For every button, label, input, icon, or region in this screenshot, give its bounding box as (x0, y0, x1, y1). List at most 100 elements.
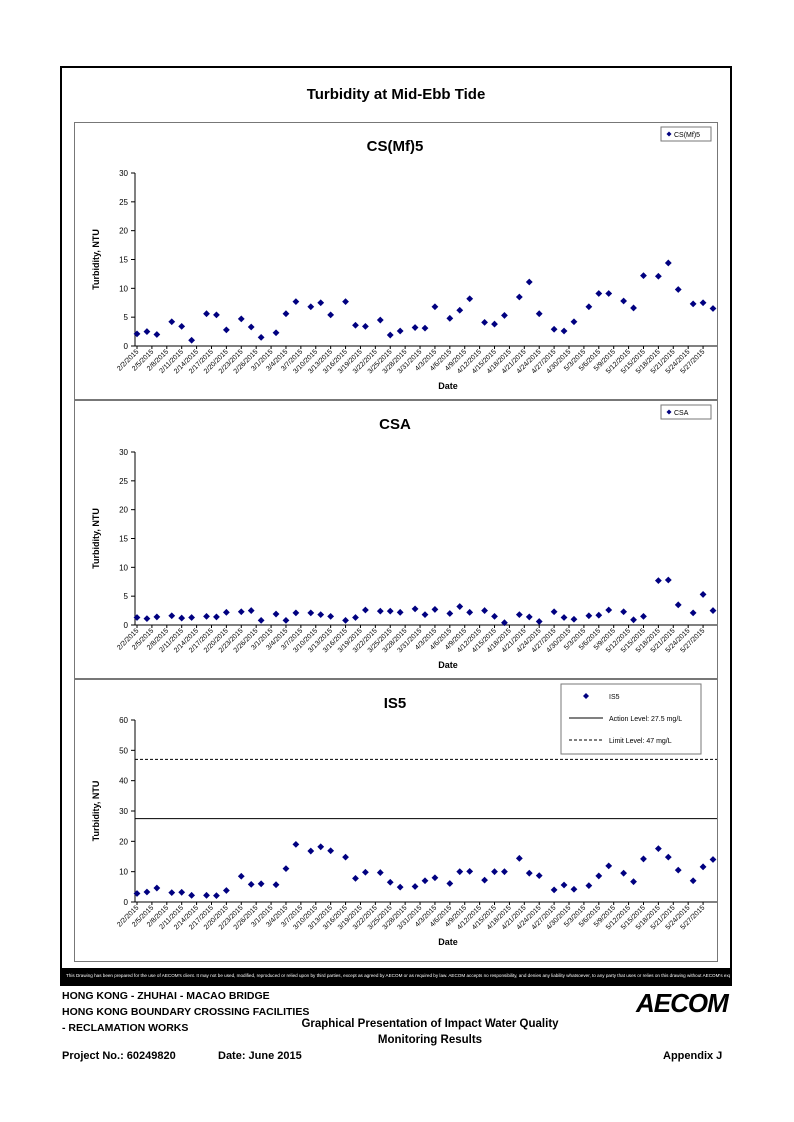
data-point (421, 877, 429, 885)
data-point (664, 576, 672, 584)
data-point (654, 845, 662, 853)
data-point (640, 272, 647, 280)
legend-label: Action Level: 27.5 mg/L (609, 716, 682, 723)
data-point (168, 889, 176, 896)
data-point (178, 614, 186, 622)
data-point (307, 847, 315, 855)
data-point (525, 613, 533, 621)
data-point (257, 616, 265, 624)
data-point (674, 286, 682, 293)
data-point (456, 603, 464, 610)
y-axis-label: Turbidity, NTU (91, 229, 101, 290)
data-point (153, 331, 161, 338)
legend-marker (666, 409, 672, 415)
x-axis-label: Date (438, 937, 458, 947)
data-point (446, 314, 454, 322)
data-point (292, 609, 300, 617)
y-tick-label: 30 (119, 448, 128, 457)
data-point (605, 862, 613, 870)
y-tick-label: 5 (124, 313, 129, 322)
x-axis-label: Date (438, 660, 458, 670)
data-point (237, 315, 245, 323)
y-tick-label: 5 (124, 592, 129, 601)
data-point (168, 612, 176, 620)
data-point (491, 868, 498, 876)
data-point (386, 331, 394, 339)
data-point (272, 329, 280, 337)
data-point (203, 310, 210, 318)
data-point (203, 891, 210, 899)
data-point (481, 876, 488, 884)
data-point (342, 853, 349, 861)
data-point (133, 330, 141, 338)
x-axis-label: Date (438, 381, 458, 391)
data-point (342, 298, 349, 305)
data-point (352, 874, 359, 882)
data-point (535, 872, 543, 880)
data-point (188, 336, 196, 344)
data-point (317, 843, 325, 851)
data-point (282, 865, 290, 873)
data-point (421, 324, 429, 332)
y-tick-label: 40 (119, 777, 128, 786)
footer-title-line-1: Graphical Presentation of Impact Water Q… (301, 1018, 559, 1030)
y-tick-label: 50 (119, 746, 128, 755)
data-point (699, 863, 707, 871)
data-point (411, 605, 419, 613)
legend-marker (666, 131, 672, 137)
chart-panel-csa: CSA 0 5 10 15 20 25 30 Turbidity, NTU 2/2/2015 2/5… (74, 400, 718, 679)
data-point (396, 327, 404, 335)
data-point (535, 310, 543, 318)
legend-box (660, 404, 712, 420)
data-point (515, 854, 523, 862)
data-point (709, 607, 717, 614)
data-point (560, 614, 568, 621)
data-point (654, 272, 662, 280)
data-point (376, 316, 384, 324)
footer-line-2: HONG KONG BOUNDARY CROSSING FACILITIES (62, 1006, 310, 1018)
data-point (143, 888, 151, 896)
y-tick-label: 15 (119, 535, 128, 544)
data-point (585, 612, 593, 620)
data-point (362, 606, 369, 614)
data-point (709, 305, 717, 312)
data-point (585, 303, 593, 311)
data-point (515, 293, 523, 301)
data-point (292, 298, 300, 305)
aecom-logo: AECOM (636, 988, 729, 1018)
data-point (699, 591, 707, 598)
data-point (446, 880, 454, 887)
legend-label: CSA (674, 410, 689, 417)
data-point (481, 318, 488, 326)
disclaimer-bar: This Drawing has been prepared for the u… (62, 968, 730, 984)
data-point (247, 607, 255, 614)
data-point (431, 874, 439, 882)
report-date: Date: June 2015 (218, 1050, 302, 1062)
data-point (257, 333, 265, 341)
data-point (396, 608, 404, 616)
data-point (411, 324, 419, 331)
data-point (213, 613, 220, 621)
data-point (317, 611, 325, 619)
data-point (222, 887, 230, 894)
data-point (674, 601, 682, 609)
data-point (188, 614, 196, 621)
y-tick-label: 20 (119, 227, 128, 236)
data-point (689, 609, 697, 617)
data-point (630, 616, 637, 624)
data-point (585, 882, 593, 890)
data-point (222, 608, 230, 616)
data-point (654, 577, 662, 584)
data-point (595, 290, 603, 297)
y-tick-label: 0 (124, 898, 129, 907)
data-point (446, 610, 454, 617)
data-point (168, 318, 176, 326)
data-point (689, 300, 697, 308)
data-point (620, 297, 628, 305)
appendix-label: Appendix J (663, 1050, 723, 1062)
data-point (550, 608, 558, 616)
data-point (188, 891, 196, 899)
data-point (515, 611, 523, 619)
